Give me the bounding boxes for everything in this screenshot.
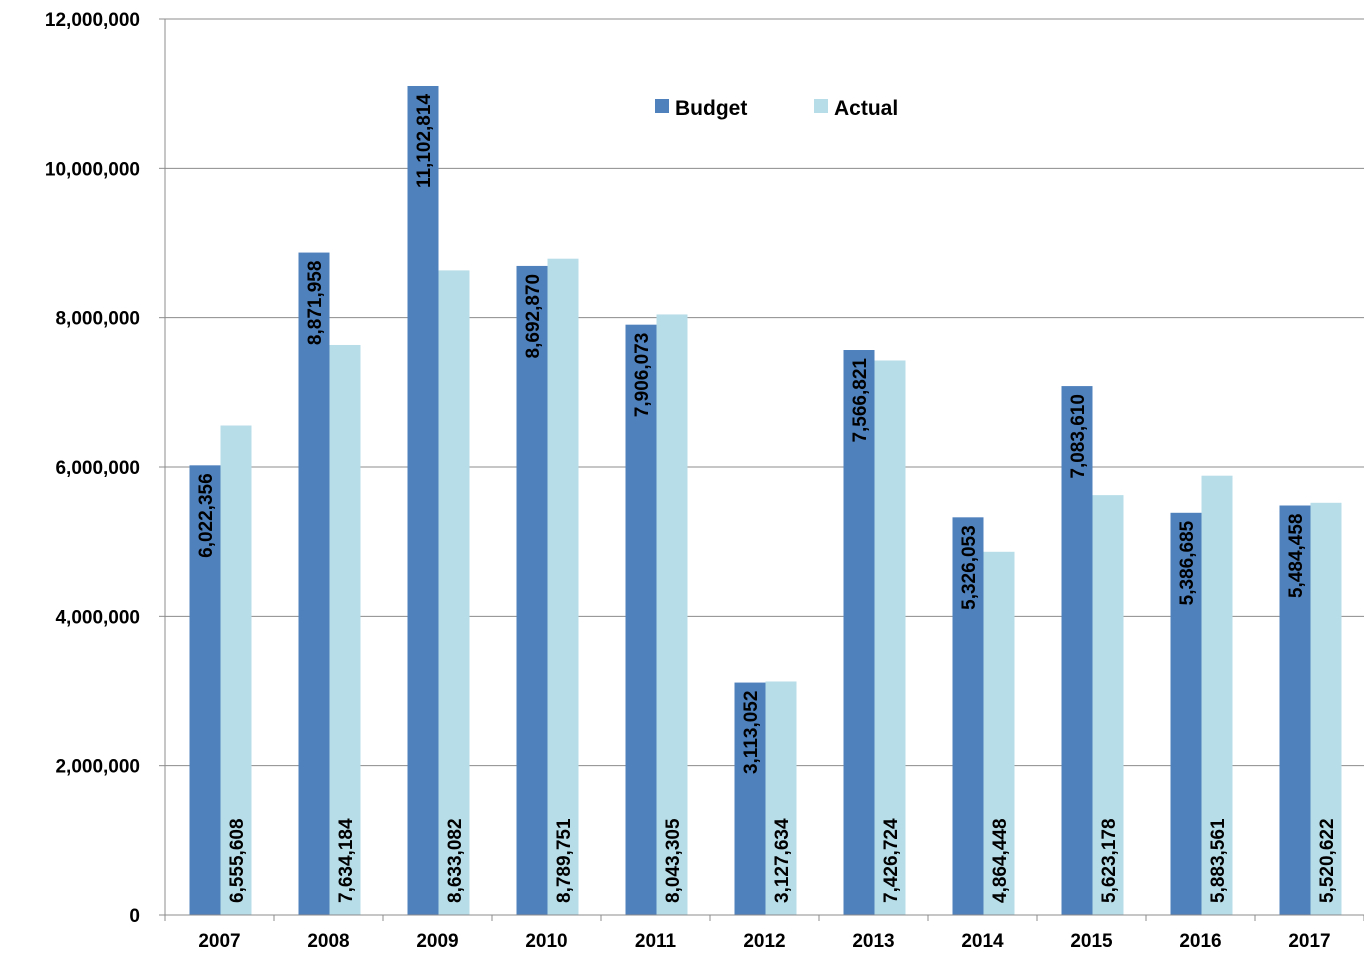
data-labels: 6,022,356 6,555,608 8,871,958 7,634,184 11,1…: [196, 94, 1338, 903]
bar-budget-2010: [516, 265, 548, 915]
bar-actual-2017: [1310, 502, 1342, 915]
data-label-actual-2009: 8,633,082: [445, 818, 466, 903]
bar-budget-2017: [1279, 505, 1311, 915]
data-label-budget-2012: 3,113,052: [741, 691, 762, 774]
y-tick-label: 4,000,000: [55, 607, 140, 628]
bar-actual-2008: [329, 344, 361, 915]
bar-budget-2009: [407, 85, 439, 916]
y-tick-label: 10,000,000: [45, 159, 140, 180]
data-label-actual-2017: 5,520,622: [1317, 818, 1338, 903]
x-tick-label: 2008: [307, 931, 349, 952]
data-label-budget-2010: 8,692,870: [523, 274, 544, 359]
legend-swatch-budget: [655, 99, 669, 113]
data-label-actual-2010: 8,789,751: [554, 818, 575, 903]
data-label-actual-2007: 6,555,608: [227, 818, 248, 903]
data-label-actual-2013: 7,426,724: [881, 818, 902, 903]
y-tick-label: 0: [129, 906, 140, 927]
bar-actual-2016: [1201, 475, 1233, 915]
legend-label-budget: Budget: [675, 97, 747, 120]
bar-budget-2011: [625, 324, 657, 915]
bar-budget-2007: [189, 465, 221, 915]
data-label-budget-2016: 5,386,685: [1177, 520, 1198, 605]
x-tick-label: 2011: [635, 931, 677, 952]
bar-budget-2016: [1170, 512, 1202, 915]
legend: Budget Actual: [655, 97, 898, 120]
data-label-actual-2011: 8,043,305: [663, 818, 684, 903]
axes: [159, 18, 1364, 921]
data-label-budget-2011: 7,906,073: [632, 333, 653, 418]
legend-label-actual: Actual: [834, 97, 898, 120]
x-tick-label: 2015: [1070, 931, 1113, 952]
y-tick-label: 8,000,000: [55, 309, 140, 330]
x-tick-label: 2012: [743, 931, 785, 952]
bar-actual-2011: [656, 314, 688, 915]
data-label-actual-2012: 3,127,634: [772, 818, 793, 903]
x-tick-label: 2009: [416, 931, 458, 952]
bar-actual-2013: [874, 360, 906, 915]
data-label-actual-2014: 4,864,448: [990, 818, 1011, 903]
x-tick-label: 2010: [525, 931, 567, 952]
bar-actual-2012: [765, 681, 797, 915]
gridlines: [165, 18, 1364, 767]
data-label-actual-2008: 7,634,184: [336, 818, 357, 903]
bar-actual-2007: [220, 425, 252, 915]
data-label-budget-2008: 8,871,958: [305, 261, 326, 346]
bar-budget-2015: [1061, 386, 1093, 915]
y-tick-label: 12,000,000: [45, 10, 140, 31]
bar-actual-2014: [983, 551, 1015, 915]
bar-actual-2010: [547, 258, 579, 915]
data-label-actual-2015: 5,623,178: [1099, 818, 1120, 903]
y-tick-label: 2,000,000: [55, 757, 140, 778]
bar-budget-2014: [952, 517, 984, 915]
x-tick-label: 2016: [1179, 931, 1221, 952]
bar-actual-2015: [1092, 495, 1124, 915]
y-tick-labels: 0 2,000,000 4,000,000 6,000,000 8,000,000 10,…: [45, 10, 140, 927]
x-tick-label: 2007: [198, 931, 240, 952]
bar-actual-2009: [438, 270, 470, 915]
data-label-budget-2013: 7,566,821: [850, 358, 871, 443]
legend-swatch-actual: [814, 99, 828, 113]
x-tick-label: 2017: [1288, 931, 1330, 952]
data-label-budget-2009: 11,102,814: [414, 94, 435, 188]
data-label-budget-2007: 6,022,356: [196, 473, 217, 558]
bars: [189, 85, 1342, 916]
x-tick-label: 2013: [852, 931, 894, 952]
data-label-budget-2014: 5,326,053: [959, 525, 980, 610]
x-tick-label: 2014: [961, 931, 1004, 952]
bar-budget-2013: [843, 350, 875, 915]
bar-budget-2008: [298, 252, 330, 915]
data-label-actual-2016: 5,883,561: [1208, 818, 1229, 903]
x-tick-labels: 2007 2008 2009 2010 2011 2012 2013 2014 2015 2016…: [198, 931, 1330, 952]
bar-budget-2012: [734, 682, 766, 915]
data-label-budget-2017: 5,484,458: [1286, 513, 1307, 598]
data-label-budget-2015: 7,083,610: [1068, 394, 1089, 479]
y-tick-label: 6,000,000: [55, 458, 140, 479]
